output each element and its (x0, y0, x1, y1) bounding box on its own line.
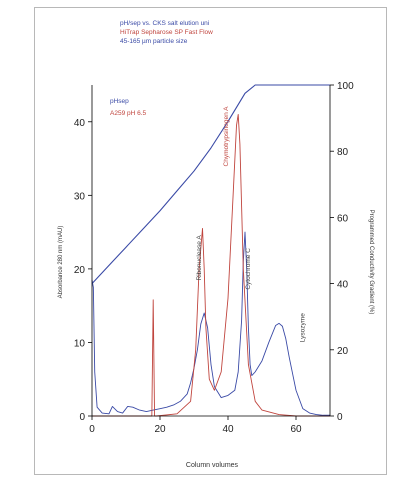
annotation-3: Cytochrome C (245, 248, 252, 290)
y-right-tick-label: 100 (337, 81, 354, 92)
y-axis-right-label: Programmed Conductivity Gradient (%) (368, 210, 374, 315)
y-right-tick-label: 0 (337, 412, 343, 423)
y-left-tick-label: 0 (79, 412, 85, 423)
y-axis-left-label: Absorbance 280 nm (mAU) (58, 226, 64, 299)
y-right-tick-label: 60 (337, 213, 349, 224)
annotation-2: Ribonuclease A (196, 235, 203, 281)
annotation-4: Chymotrypsinogen A (223, 106, 230, 167)
y-left-tick-label: 20 (74, 265, 86, 276)
series-line-1 (92, 113, 330, 417)
chart-header: pH/sep vs. CKS salt elution uni HiTrap S… (120, 20, 213, 45)
y-left-tick-label: 40 (74, 118, 86, 129)
chart-legend: pHsep A259 pH 6.5 (110, 98, 147, 117)
x-tick-label: 0 (89, 424, 95, 435)
y-right-tick-label: 80 (337, 147, 349, 158)
axes: 0 20 40 60 0 10 20 30 40 0 20 40 60 80 100 (74, 81, 354, 435)
chart-annotations: pH 6.0 to 10.3 (0 mM NaCl)NaCl 0 - 300 m… (196, 106, 307, 342)
series-line-2 (91, 84, 330, 284)
x-axis-label: Column volumes (186, 462, 239, 469)
annotation-5: Lysozyme (300, 313, 307, 342)
x-tick-label: 40 (222, 424, 234, 435)
header-line-2: HiTrap Sepharose SP Fast Flow (120, 29, 213, 36)
plot-area (91, 84, 330, 417)
y-right-tick-label: 40 (337, 280, 349, 291)
y-left-tick-label: 10 (74, 338, 86, 349)
series-line-0 (91, 231, 330, 416)
header-line-3: 45-165 µm particle size (120, 38, 188, 45)
legend-entry-1: A259 pH 6.5 (110, 110, 147, 117)
x-tick-label: 20 (154, 424, 166, 435)
y-right-tick-label: 20 (337, 346, 349, 357)
header-line-1: pH/sep vs. CKS salt elution uni (120, 20, 209, 27)
legend-entry-0: pHsep (110, 98, 129, 105)
y-left-tick-label: 30 (74, 191, 86, 202)
x-tick-label: 60 (290, 424, 302, 435)
